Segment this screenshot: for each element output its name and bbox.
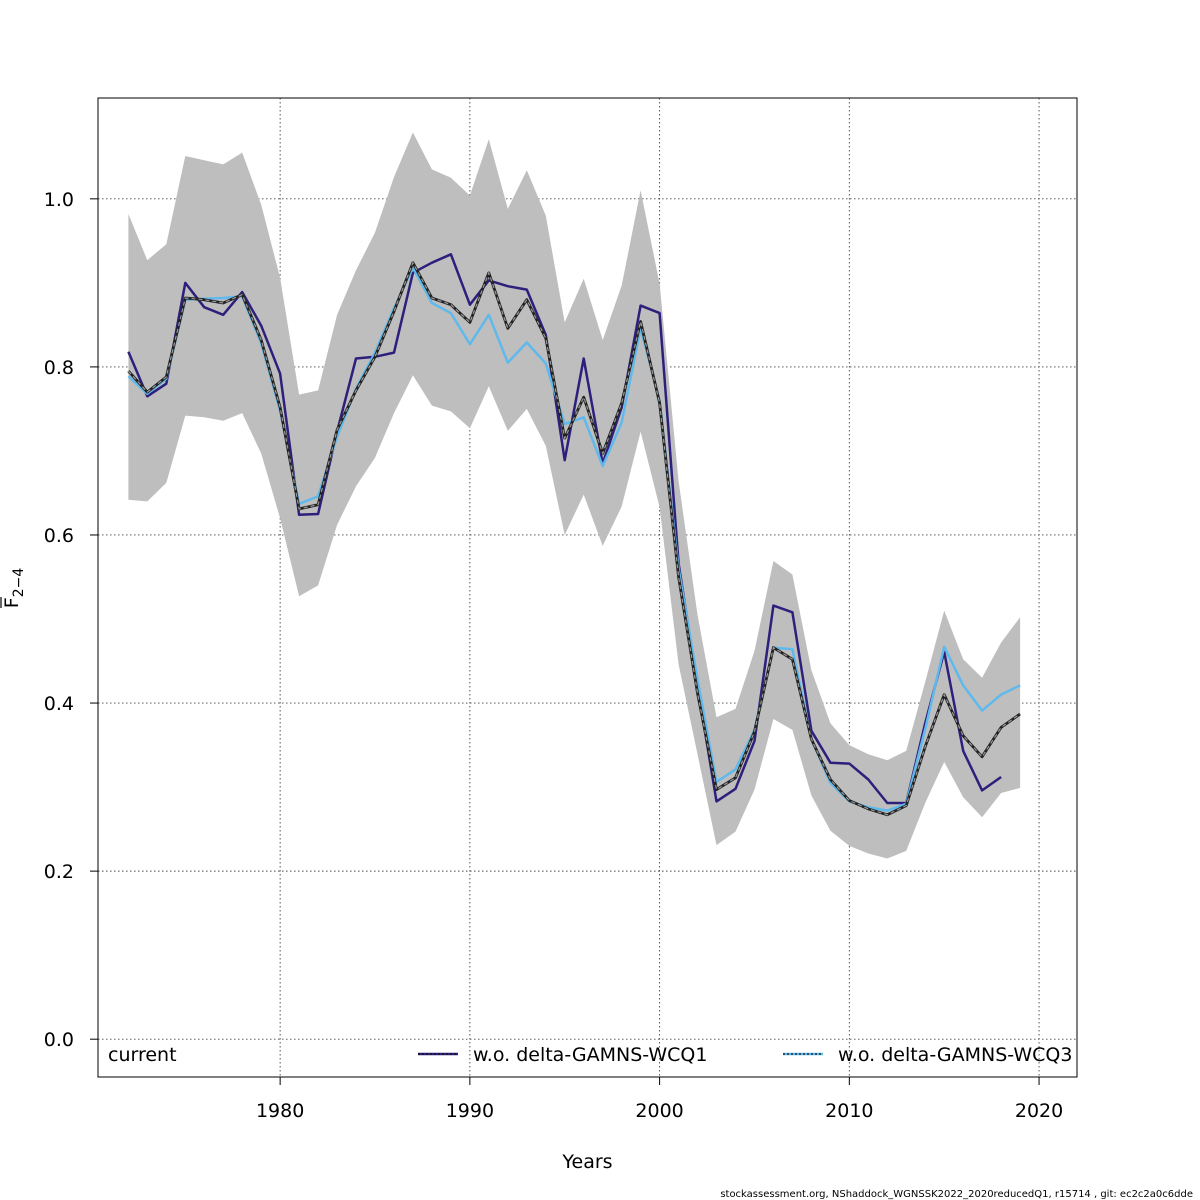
y-tick-label-5: 1.0 — [44, 189, 74, 211]
series-line-current-dash — [127, 261, 1021, 816]
x-axis-title: Years — [561, 1151, 612, 1173]
footer-credit: stockassessment.org, NShaddock_WGNSSK202… — [720, 1189, 1193, 1200]
legend-label-current: current — [108, 1044, 177, 1066]
y-axis-title: F2−4 — [1, 568, 27, 609]
confidence-band-layer — [128, 132, 1021, 859]
plot-frame — [97, 97, 1078, 1078]
y-axis-title-main: F — [1, 597, 23, 608]
axis-ticks: 1980 1990 2000 2010 2020 0.0 0.2 0.4 0.6 0.8 1.0 — [44, 189, 1063, 1122]
y-axis-title-subscript: 2−4 — [11, 568, 27, 598]
x-tick-label-2010: 2010 — [825, 1100, 873, 1122]
series-line-1 — [127, 253, 1002, 805]
x-tick-label-2000: 2000 — [635, 1100, 683, 1122]
y-tick-label-1: 0.2 — [44, 861, 74, 883]
y-tick-label-4: 0.8 — [44, 357, 74, 379]
y-tick-label-2: 0.4 — [44, 693, 74, 715]
legend-label-1: w.o. delta-GAMNS-WCQ1 — [473, 1044, 707, 1066]
x-tick-label-2020: 2020 — [1015, 1100, 1063, 1122]
y-tick-label-3: 0.6 — [44, 525, 74, 547]
legend: current w.o. delta-GAMNS-WCQ1 w.o. delta-G… — [108, 1044, 1072, 1066]
series-lines — [127, 253, 1021, 817]
x-tick-label-1990: 1990 — [446, 1100, 494, 1122]
confidence-band — [128, 132, 1021, 859]
legend-label-2: w.o. delta-GAMNS-WCQ3 — [838, 1044, 1072, 1066]
y-tick-label-0: 0.0 — [44, 1029, 74, 1051]
x-tick-label-1980: 1980 — [256, 1100, 304, 1122]
